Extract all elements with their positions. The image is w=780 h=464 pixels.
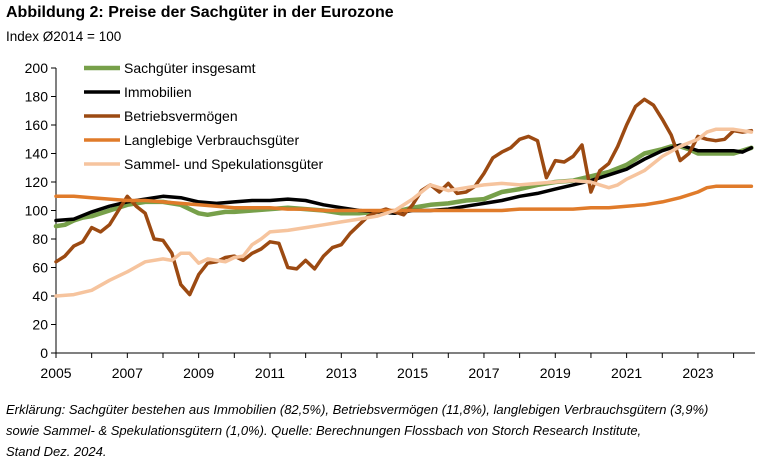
line-chart: 0 20 40 60 80 100 120 140 160 180 200 2005 2007 2009 2… xyxy=(25,60,755,381)
x-tick-label: 2021 xyxy=(611,365,642,381)
y-tick-label: 60 xyxy=(32,260,48,276)
legend-label: Betriebsvermögen xyxy=(124,108,238,124)
series-line-5 xyxy=(54,127,754,298)
y-tick-label: 140 xyxy=(25,146,49,162)
x-tick-label: 2023 xyxy=(682,365,713,381)
y-tick-label: 180 xyxy=(25,89,49,105)
x-tick-label: 2019 xyxy=(540,365,571,381)
figure-title: Abbildung 2: Preise der Sachgüter in der… xyxy=(6,4,394,21)
y-tick-label: 120 xyxy=(25,174,49,190)
y-tick-label: 160 xyxy=(25,117,49,133)
series-line-3 xyxy=(54,97,754,297)
series-line-4 xyxy=(54,184,754,213)
y-tick-label: 100 xyxy=(25,203,49,219)
x-tick-label: 2007 xyxy=(112,365,143,381)
x-tick-label: 2017 xyxy=(468,365,499,381)
x-tick-label: 2005 xyxy=(40,365,71,381)
footnote-line: sowie Sammel- & Spekulationsgütern (1,0%… xyxy=(6,423,642,438)
x-tick-label: 2011 xyxy=(255,365,285,381)
y-tick-label: 200 xyxy=(25,60,49,76)
legend-label: Sachgüter insgesamt xyxy=(124,60,256,76)
footnote-line: Stand Dez. 2024. xyxy=(6,444,107,459)
legend-label: Sammel- und Spekulationsgüter xyxy=(124,156,324,172)
footnote: Erklärung: Sachgüter bestehen aus Immobi… xyxy=(6,399,776,462)
x-tick-label: 2013 xyxy=(326,365,357,381)
y-tick-label: 0 xyxy=(40,345,48,361)
y-tick-label: 80 xyxy=(32,231,48,247)
x-tick-label: 2009 xyxy=(183,365,214,381)
footnote-line: Erklärung: Sachgüter bestehen aus Immobi… xyxy=(6,402,709,417)
legend-label: Immobilien xyxy=(124,84,192,100)
y-tick-label: 20 xyxy=(32,317,48,333)
legend-label: Langlebige Verbrauchsgüter xyxy=(124,132,299,148)
x-tick-label: 2015 xyxy=(397,365,428,381)
y-tick-label: 40 xyxy=(32,288,48,304)
figure-subtitle: Index Ø2014 = 100 xyxy=(6,29,122,44)
